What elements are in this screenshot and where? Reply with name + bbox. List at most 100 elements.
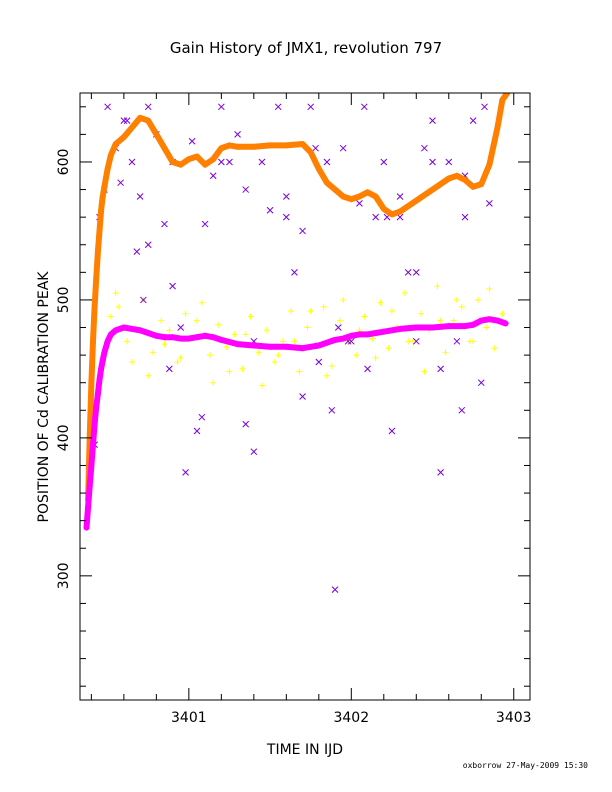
data-point xyxy=(217,103,225,111)
data-point xyxy=(434,283,441,290)
data-point xyxy=(307,103,315,111)
data-point xyxy=(188,137,196,145)
data-point xyxy=(150,349,157,356)
data-point xyxy=(144,241,152,249)
data-point xyxy=(161,334,168,341)
data-point xyxy=(388,307,395,314)
data-point xyxy=(412,268,420,276)
data-point xyxy=(283,142,290,149)
data-point xyxy=(340,193,347,200)
data-point xyxy=(478,181,485,188)
data-point xyxy=(101,349,108,356)
data-point xyxy=(299,227,306,235)
data-point xyxy=(494,124,501,131)
series-layer xyxy=(83,93,511,593)
data-point xyxy=(356,331,363,338)
data-point xyxy=(283,343,290,350)
data-point xyxy=(470,338,477,345)
data-point xyxy=(210,156,217,163)
data-point xyxy=(112,290,119,297)
data-point xyxy=(348,332,355,339)
data-point xyxy=(486,316,493,323)
data-point xyxy=(470,183,477,190)
data-point xyxy=(429,117,436,124)
data-point xyxy=(258,158,266,166)
data-point xyxy=(453,296,460,303)
data-point xyxy=(323,179,330,186)
data-point xyxy=(478,317,485,324)
data-point xyxy=(469,117,477,124)
data-point xyxy=(377,299,384,306)
data-point xyxy=(85,503,92,510)
data-point xyxy=(404,268,412,276)
data-point xyxy=(234,131,241,138)
data-point xyxy=(421,192,428,199)
data-point xyxy=(388,427,396,435)
data-point xyxy=(315,165,322,172)
data-point xyxy=(429,158,436,166)
data-point xyxy=(299,393,306,400)
data-point xyxy=(453,172,460,179)
data-point xyxy=(145,117,152,124)
data-point xyxy=(356,193,363,200)
plot-frame xyxy=(79,92,531,701)
data-point xyxy=(250,143,257,150)
data-point xyxy=(91,421,98,428)
data-point xyxy=(340,296,347,303)
data-point xyxy=(385,345,392,352)
data-point xyxy=(267,142,274,149)
data-point xyxy=(177,161,184,168)
data-point xyxy=(282,193,290,200)
series-2 xyxy=(85,93,511,503)
data-point xyxy=(328,363,335,370)
series-3 xyxy=(83,316,509,531)
data-point xyxy=(274,103,282,111)
data-point xyxy=(120,134,127,141)
data-point xyxy=(153,332,160,339)
data-point xyxy=(450,317,457,324)
data-point xyxy=(169,282,176,290)
data-point xyxy=(445,323,452,330)
data-point xyxy=(340,335,347,342)
data-point xyxy=(396,193,404,200)
data-point xyxy=(453,337,461,345)
data-point xyxy=(356,200,363,207)
data-point xyxy=(234,143,241,150)
data-point xyxy=(96,376,103,383)
data-point xyxy=(145,372,152,379)
data-point xyxy=(123,117,131,124)
data-point xyxy=(323,372,330,379)
x-axis-label: TIME IN IJD xyxy=(266,742,343,758)
data-point xyxy=(429,186,436,193)
data-point xyxy=(323,158,331,166)
x-tick-label: 3401 xyxy=(171,710,207,726)
data-point xyxy=(165,365,173,373)
data-point xyxy=(93,276,100,283)
y-tick-label: 400 xyxy=(56,425,72,452)
data-point xyxy=(494,317,501,324)
data-point xyxy=(475,296,482,303)
data-point xyxy=(401,290,408,297)
data-point xyxy=(193,153,200,160)
data-point xyxy=(223,343,230,350)
data-point xyxy=(217,158,225,166)
data-point xyxy=(89,441,96,448)
data-point xyxy=(99,357,106,364)
data-point xyxy=(193,427,201,435)
data-point xyxy=(231,331,238,338)
data-point xyxy=(315,342,322,349)
data-point xyxy=(486,161,493,168)
data-point xyxy=(299,141,306,148)
data-point xyxy=(312,144,319,152)
data-point xyxy=(124,338,131,345)
data-point xyxy=(353,352,360,359)
data-point xyxy=(421,368,428,375)
data-point xyxy=(504,93,511,96)
data-point xyxy=(86,483,93,490)
data-point xyxy=(107,313,114,320)
data-point xyxy=(177,324,185,331)
data-point xyxy=(88,379,95,386)
data-point xyxy=(161,220,168,228)
data-point xyxy=(282,213,290,221)
series-2-line xyxy=(85,93,511,503)
